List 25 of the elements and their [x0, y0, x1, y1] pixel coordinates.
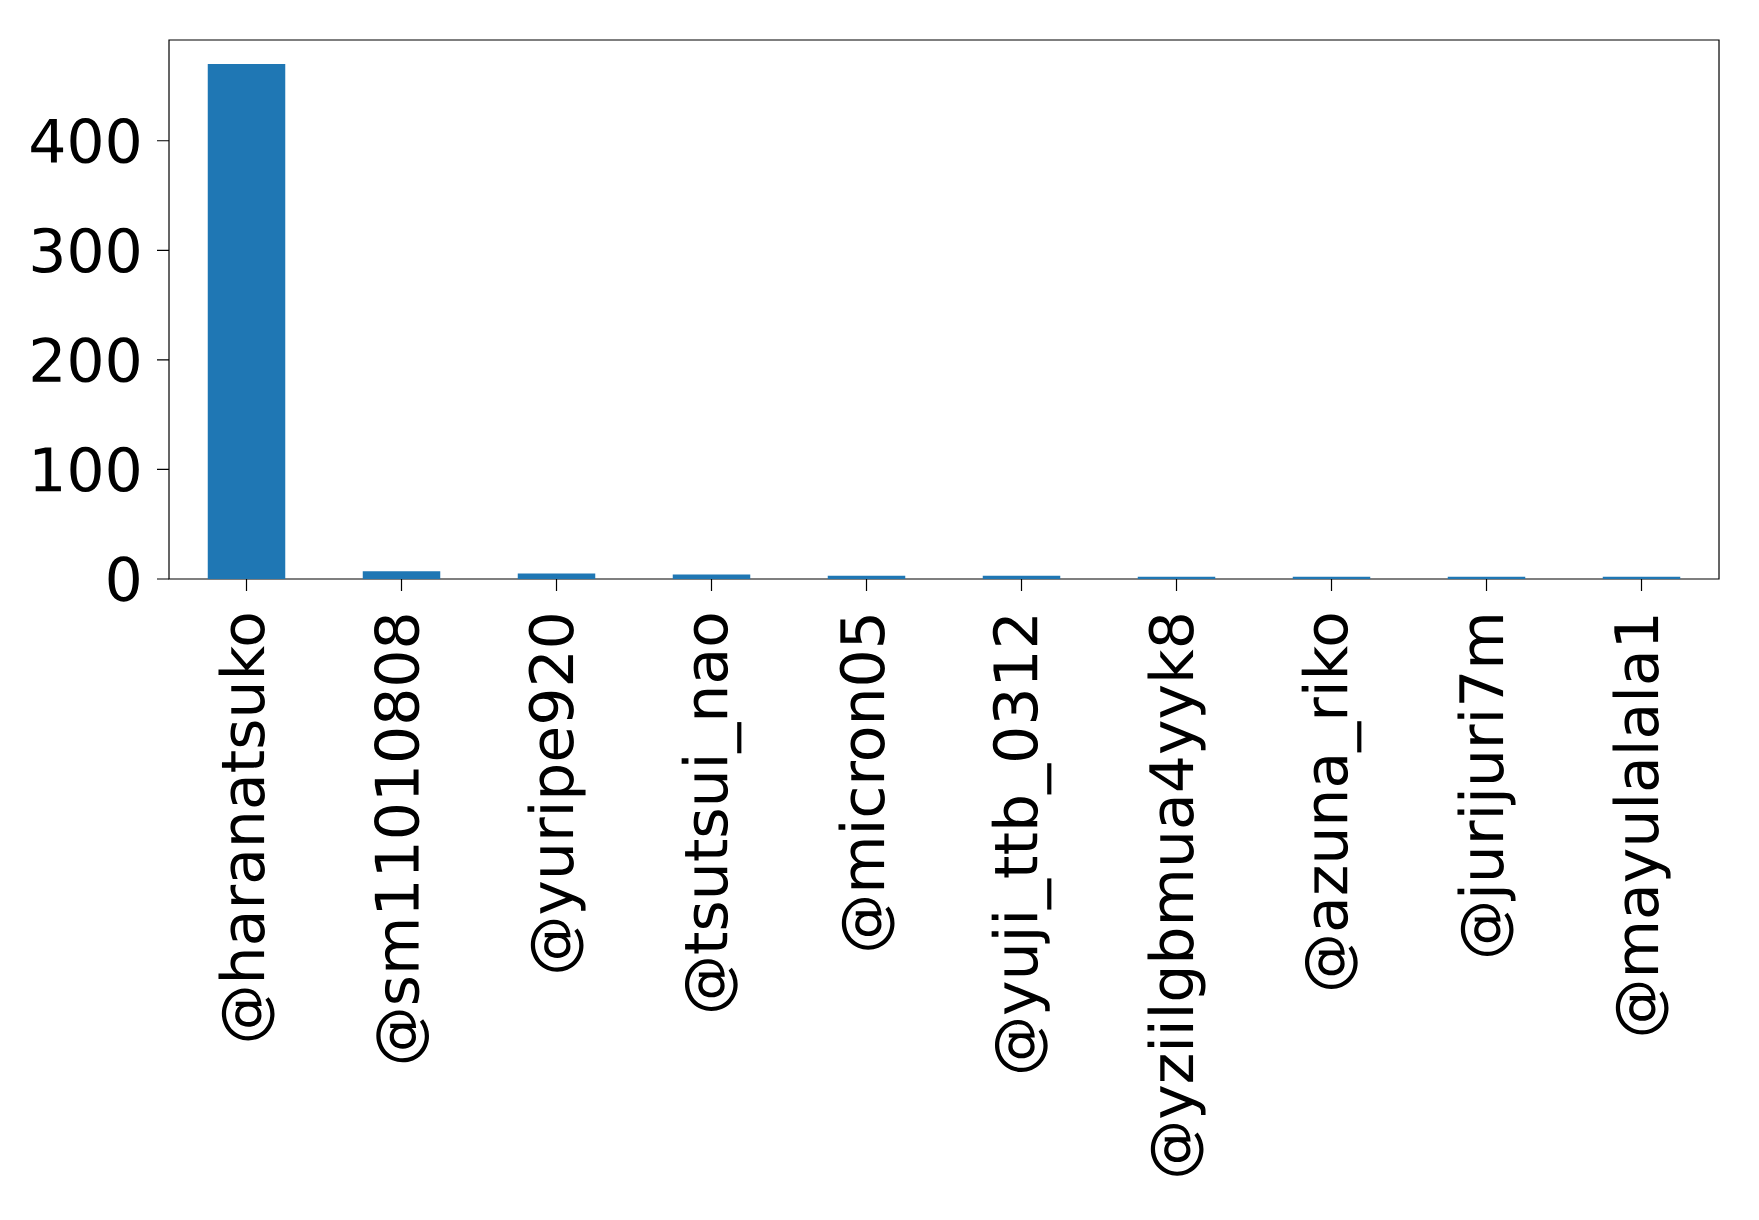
- bar: [1137, 576, 1216, 579]
- y-tick-label: 100: [34, 446, 139, 493]
- x-tick-label: @mayulalala1: [1612, 616, 1671, 1035]
- x-tick-label: @sm11010808: [374, 615, 429, 1063]
- bar: [1602, 576, 1681, 579]
- y-tick-label: 300: [32, 227, 139, 274]
- x-tick-label: @micron05: [838, 616, 895, 950]
- x-tick-label: @azuna_riko: [1301, 614, 1362, 989]
- bar: [827, 575, 906, 579]
- x-tick-label: @yziilgbmua4yyk8: [1147, 615, 1206, 1176]
- bar: [1292, 576, 1371, 579]
- bar: [517, 573, 596, 579]
- bar: [672, 574, 751, 579]
- bar: [207, 64, 286, 579]
- x-tick-label: @haranatsuko: [218, 614, 275, 1041]
- bar: [362, 571, 441, 579]
- y-tick-label: 200: [32, 337, 139, 383]
- x-tick-label: @yuripe920: [527, 615, 586, 972]
- bar: [982, 575, 1061, 579]
- x-tick-label: @tsutsui_nao: [681, 614, 742, 1012]
- bar: [1447, 576, 1526, 579]
- y-tick-label: 400: [31, 118, 139, 164]
- x-tick-label: @jurijuri7m: [1457, 616, 1516, 956]
- x-tick-label: @yuji_ttb_0312: [991, 617, 1052, 1072]
- y-tick-label: 0: [108, 556, 139, 602]
